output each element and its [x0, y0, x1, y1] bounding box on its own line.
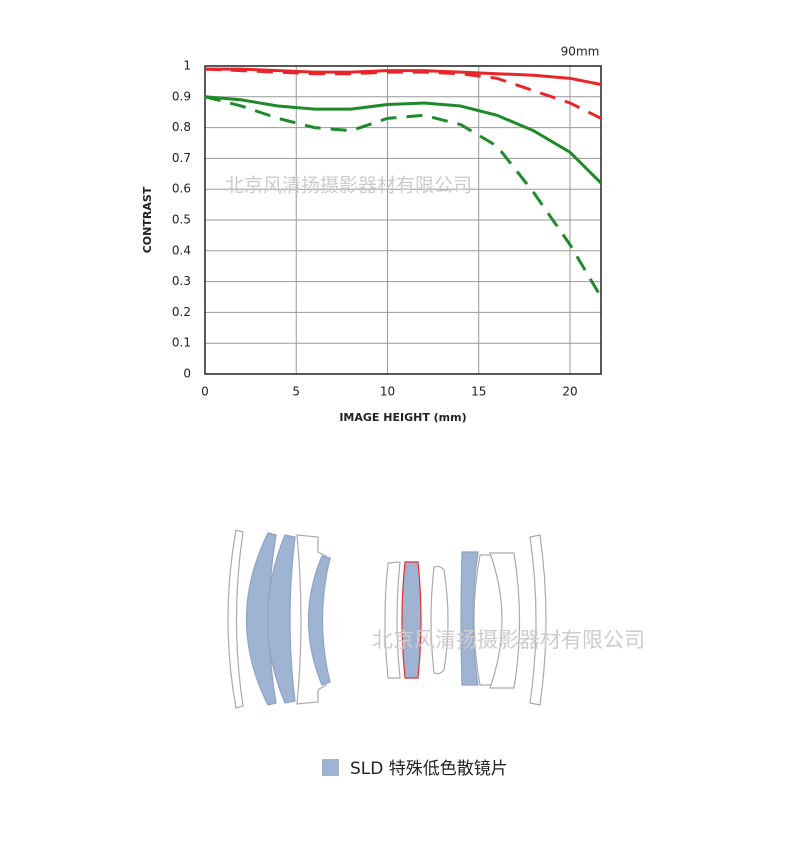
x-tick-label: 5: [292, 385, 300, 399]
plot: 00.10.20.30.40.50.60.70.80.910 5 10 15 20: [172, 59, 603, 399]
annotation: 90mm: [561, 45, 600, 59]
lens-element: [430, 565, 449, 675]
legend-swatch: [322, 759, 339, 776]
lens-element-sld: [307, 555, 331, 686]
lens-element-sld: [460, 551, 479, 686]
lens-element-sld: [401, 561, 422, 679]
y-tick-label: 0.4: [172, 243, 191, 257]
y-tick-label: 0.9: [172, 89, 191, 103]
y-tick-label: 0.7: [172, 151, 191, 165]
lens-element-sld: [245, 532, 277, 706]
lens-element: [227, 529, 244, 709]
series-line: [204, 67, 602, 120]
plot-frame: [204, 65, 602, 375]
watermark: 北京风清扬摄影器材有限公司: [225, 175, 472, 197]
y-tick-label: 0.5: [172, 213, 191, 227]
series-line: [205, 67, 602, 86]
legend-label: SLD 特殊低色散镜片: [350, 759, 508, 779]
y-tick-label: 0.3: [172, 274, 191, 288]
y-tick-label: 1: [183, 59, 191, 73]
x-tick-label: 0: [201, 385, 209, 399]
watermark: 北京风清扬摄影器材有限公司: [372, 628, 645, 652]
y-axis-label: CONTRAST: [141, 186, 154, 253]
series-line: [204, 95, 603, 185]
y-tick-label: 0.2: [172, 305, 191, 319]
x-tick-label: 10: [380, 385, 395, 399]
y-tick-label: 0.1: [172, 336, 191, 350]
lens-element-sld: [266, 534, 296, 704]
x-tick-label: 20: [562, 385, 577, 399]
series-line: [204, 95, 603, 298]
y-tick-label: 0: [183, 367, 191, 381]
y-tick-label: 0.6: [172, 182, 191, 196]
y-tick-label: 0.8: [172, 120, 191, 134]
x-axis-label: IMAGE HEIGHT (mm): [339, 411, 466, 424]
lens-element: [529, 534, 547, 706]
lens-element: [489, 552, 521, 689]
x-tick-label: 15: [471, 385, 486, 399]
lens-diagram: [227, 529, 547, 709]
lens-element: [384, 561, 401, 679]
